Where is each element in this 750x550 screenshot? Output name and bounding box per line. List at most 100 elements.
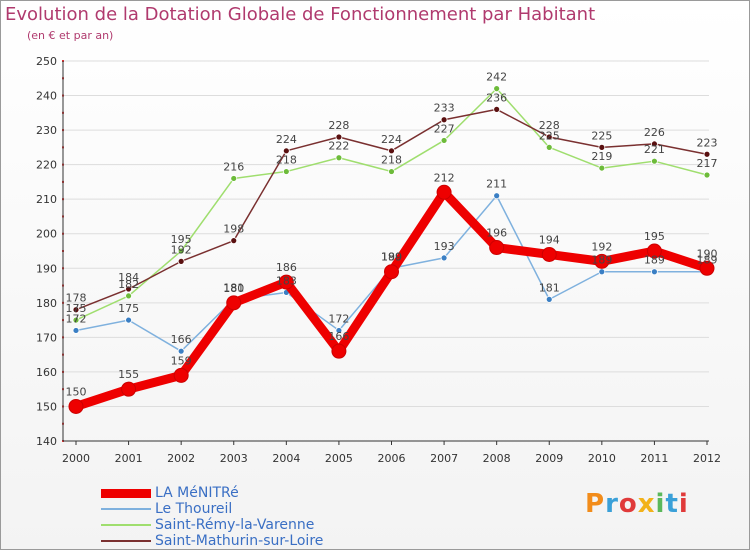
data-label: 193 <box>434 240 455 253</box>
series-1-point <box>125 316 132 324</box>
data-label: 223 <box>697 136 718 149</box>
series-3-point <box>282 147 290 155</box>
series-2-point <box>230 175 238 182</box>
y-tick-label: 170 <box>36 331 57 344</box>
series-1-point <box>651 268 658 276</box>
series-3-point <box>335 133 343 141</box>
series-0-point <box>436 184 452 200</box>
data-label: 181 <box>223 281 244 294</box>
series-0-point <box>384 264 399 280</box>
data-label: 181 <box>539 281 560 294</box>
series-1-point <box>598 268 606 276</box>
series-1-point <box>177 347 185 355</box>
series-3-point <box>493 105 501 113</box>
legend-swatch <box>101 524 151 526</box>
legend-label: Saint-Mathurin-sur-Loire <box>155 533 324 549</box>
series-2-point <box>335 154 343 162</box>
data-label: 194 <box>539 233 560 246</box>
series-0-point <box>331 343 347 359</box>
legend-swatch <box>101 508 151 510</box>
data-label: 225 <box>539 129 560 142</box>
legend-item: Saint-Mathurin-sur-Loire <box>101 533 501 549</box>
data-label: 190 <box>697 247 718 260</box>
y-tick-label: 180 <box>36 297 57 310</box>
x-tick-label: 2004 <box>272 452 300 465</box>
x-tick-label: 2001 <box>115 452 143 465</box>
data-label: 224 <box>381 133 402 146</box>
data-label: 150 <box>66 385 87 398</box>
data-label: 236 <box>486 91 507 104</box>
series-2-point <box>388 168 395 175</box>
y-tick-label: 220 <box>36 159 57 172</box>
proxiti-logo: Proxiti <box>585 489 689 519</box>
data-label: 242 <box>486 71 507 84</box>
x-tick-label: 2010 <box>588 452 616 465</box>
series-1-point <box>440 254 448 262</box>
data-label: 182 <box>118 278 139 291</box>
series-0-point <box>68 398 84 414</box>
data-label: 224 <box>276 133 297 146</box>
data-label: 184 <box>118 271 139 284</box>
legend-swatch <box>101 489 151 498</box>
series-3-point <box>125 285 132 293</box>
series-0-point <box>699 260 715 276</box>
series-3-point <box>703 150 711 158</box>
data-label: 211 <box>486 178 507 191</box>
series-1-point <box>335 327 343 334</box>
series-2-point <box>545 143 553 151</box>
data-label: 180 <box>223 282 244 295</box>
data-label: 159 <box>171 354 192 367</box>
series-0-line <box>71 187 712 411</box>
series-0-point <box>278 274 294 290</box>
series-2-point <box>703 171 711 179</box>
data-label: 183 <box>276 274 297 287</box>
data-label: 166 <box>328 330 349 343</box>
data-label: 189 <box>697 254 718 267</box>
legend-swatch <box>101 540 151 542</box>
data-label: 195 <box>171 233 192 246</box>
series-3-point <box>177 257 185 265</box>
x-tick-label: 2002 <box>167 452 195 465</box>
data-label: 196 <box>486 227 507 240</box>
y-tick-label: 140 <box>36 435 57 448</box>
data-label: 189 <box>644 254 665 267</box>
data-label: 189 <box>381 251 402 264</box>
series-0-point <box>121 381 137 397</box>
series-2-point <box>177 247 185 255</box>
data-label: 217 <box>697 157 718 170</box>
y-tick-label: 190 <box>36 262 57 275</box>
data-label: 192 <box>591 240 612 253</box>
series-layer <box>68 85 715 414</box>
data-label: 228 <box>328 119 349 132</box>
series-3-point <box>388 147 395 155</box>
x-tick-label: 2011 <box>640 452 668 465</box>
data-label: 212 <box>434 171 455 184</box>
x-tick-label: 2006 <box>378 452 406 465</box>
data-label: 189 <box>591 254 612 267</box>
x-tick-label: 2005 <box>325 452 353 465</box>
y-tick-label: 240 <box>36 90 57 103</box>
x-tick-label: 2007 <box>430 452 458 465</box>
data-label: 186 <box>276 261 297 274</box>
data-label: 227 <box>434 122 455 135</box>
series-0-point <box>541 246 557 262</box>
series-0-point <box>173 367 189 383</box>
data-label: 222 <box>328 140 349 153</box>
data-label: 233 <box>434 102 455 115</box>
x-tick-label: 2003 <box>220 452 248 465</box>
axis-layer: 140 150 160 170 180 190 200 210 220 230 240 250 2000… <box>36 55 721 465</box>
legend-label: LA MéNITRé <box>155 485 239 501</box>
legend: LA MéNITRé Le Thoureil Saint-Rémy-la-Varen… <box>101 485 501 549</box>
series-2-point <box>598 164 606 172</box>
x-tick-label: 2000 <box>62 452 90 465</box>
series-3-point <box>440 116 448 124</box>
data-label: 226 <box>644 126 665 139</box>
x-tick-label: 2008 <box>483 452 511 465</box>
series-1-point <box>545 295 553 303</box>
data-label-layer: 1501551591801861661892121961941921951901… <box>66 71 718 399</box>
series-3-point <box>230 237 238 245</box>
data-label: 219 <box>591 150 612 163</box>
series-2-point <box>125 292 132 300</box>
legend-label: Le Thoureil <box>155 501 233 517</box>
